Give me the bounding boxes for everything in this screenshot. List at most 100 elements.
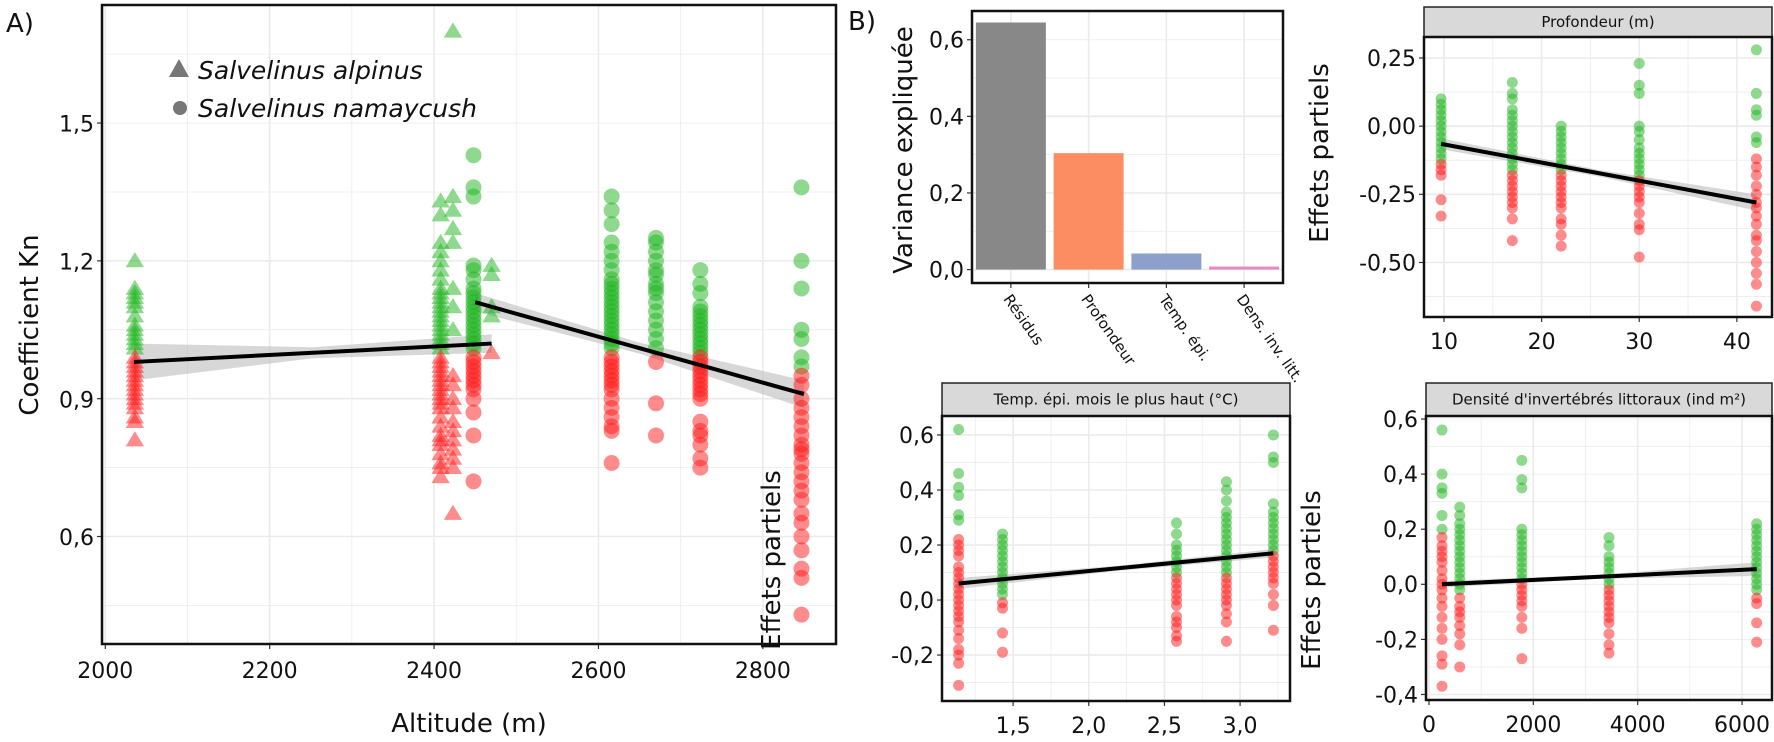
- data-point: [1516, 474, 1528, 486]
- x-tick-label: 10: [1430, 330, 1458, 355]
- data-point: [1220, 476, 1232, 488]
- data-point: [1171, 517, 1183, 529]
- data-point: [1633, 134, 1645, 146]
- y-tick-label: 0,0: [929, 259, 964, 284]
- y-tick-label: 0,4: [899, 479, 934, 504]
- data-point: [1516, 622, 1528, 634]
- y-tick-label: 0,6: [1383, 408, 1418, 433]
- x-tick-label: 2000: [1505, 713, 1561, 738]
- facet-strip: [1423, 6, 1773, 38]
- data-point: [1555, 218, 1567, 230]
- bar-2: [1131, 253, 1202, 270]
- data-point: [793, 606, 810, 623]
- data-point: [692, 262, 709, 279]
- x-tick-label: 2400: [406, 659, 462, 684]
- data-point: [1750, 235, 1762, 247]
- x-tick-label: 3,0: [1223, 714, 1258, 739]
- data-point: [1267, 600, 1279, 612]
- plot-border: [1422, 35, 1774, 319]
- data-point: [1436, 592, 1448, 604]
- y-tick-label: -0,2: [891, 644, 934, 669]
- data-point-triangle: [443, 366, 463, 383]
- data-point: [1750, 256, 1762, 268]
- data-point: [465, 404, 482, 421]
- data-point-triangle: [443, 279, 463, 295]
- x-tick-label: 2,0: [1071, 714, 1106, 739]
- data-point: [1516, 454, 1528, 466]
- regression-line: [474, 300, 805, 397]
- facet-strip: [1425, 382, 1773, 417]
- data-point-triangle: [431, 261, 450, 277]
- plot-border: [970, 9, 1285, 285]
- data-point: [953, 481, 965, 493]
- data-point: [793, 514, 810, 531]
- x-tick-label: 2000: [77, 659, 133, 684]
- chart-densite: Densité d'invertébrés littoraux (ind m²)…: [1297, 382, 1774, 738]
- plot-background: [1426, 416, 1772, 700]
- data-point: [1603, 628, 1615, 640]
- data-point-triangle: [482, 256, 501, 272]
- legend: Salvelinus alpinus Salvelinus namaycush: [169, 56, 477, 123]
- data-point: [953, 550, 965, 562]
- data-point: [1436, 487, 1448, 499]
- data-point: [465, 147, 482, 164]
- data-point: [953, 649, 965, 661]
- data-point: [692, 390, 709, 407]
- data-point: [1267, 589, 1279, 601]
- data-point-triangle: [431, 399, 450, 415]
- y-tick-label: -0,4: [1375, 683, 1418, 708]
- data-point-triangle: [443, 422, 463, 438]
- data-point-triangle: [482, 307, 501, 323]
- data-point: [1435, 210, 1447, 222]
- facet-strip: [941, 382, 1291, 417]
- data-point: [1220, 600, 1232, 612]
- y-axis-title: Variance expliquée: [889, 26, 919, 273]
- data-point: [1633, 87, 1645, 99]
- data-point: [1516, 653, 1528, 665]
- data-point: [1633, 196, 1645, 208]
- y-tick-label: 0,2: [929, 182, 964, 207]
- legend-triangle-icon: [169, 59, 189, 77]
- data-point: [603, 455, 620, 472]
- data-point-triangle: [482, 265, 501, 282]
- data-point: [1436, 523, 1448, 535]
- data-point-triangle: [443, 320, 463, 337]
- x-tick-label: 6000: [1714, 713, 1770, 738]
- data-point: [953, 514, 965, 526]
- data-point-triangle: [443, 440, 463, 456]
- facet-title: Profondeur (m): [1541, 13, 1654, 31]
- data-point-triangle: [443, 412, 463, 429]
- legend-label: Salvelinus alpinus: [198, 56, 423, 85]
- data-point: [465, 188, 482, 205]
- data-point: [1267, 578, 1279, 590]
- data-point: [1436, 556, 1448, 568]
- y-tick-label: -0,2: [1375, 628, 1418, 653]
- plot-border: [1424, 414, 1774, 702]
- x-tick-label: 4000: [1610, 713, 1666, 738]
- data-point: [603, 202, 620, 219]
- data-point: [1267, 456, 1279, 468]
- regression-line: [1440, 141, 1757, 205]
- data-point: [1267, 624, 1279, 636]
- chart-variance: Résidus Profondeur Temp. épi. Dens. inv. li…: [889, 9, 1307, 386]
- data-point: [1454, 639, 1466, 651]
- data-point: [1220, 495, 1232, 507]
- data-point: [1454, 620, 1466, 632]
- data-point: [1751, 598, 1763, 610]
- data-point: [1506, 235, 1518, 247]
- category-label: Profondeur: [1077, 291, 1139, 369]
- data-point: [1633, 126, 1645, 138]
- y-tick-label: 1,5: [59, 113, 94, 138]
- data-point: [997, 627, 1009, 639]
- y-tick-label: 0,4: [1383, 463, 1418, 488]
- data-point-triangle: [443, 399, 463, 415]
- data-point: [997, 646, 1009, 658]
- data-point: [1516, 611, 1528, 623]
- data-point: [953, 624, 965, 636]
- data-point: [1603, 531, 1615, 543]
- data-point: [647, 353, 664, 370]
- data-point: [1171, 528, 1183, 540]
- data-point: [1454, 611, 1466, 623]
- data-point-triangle: [443, 22, 463, 38]
- data-point: [1435, 169, 1447, 181]
